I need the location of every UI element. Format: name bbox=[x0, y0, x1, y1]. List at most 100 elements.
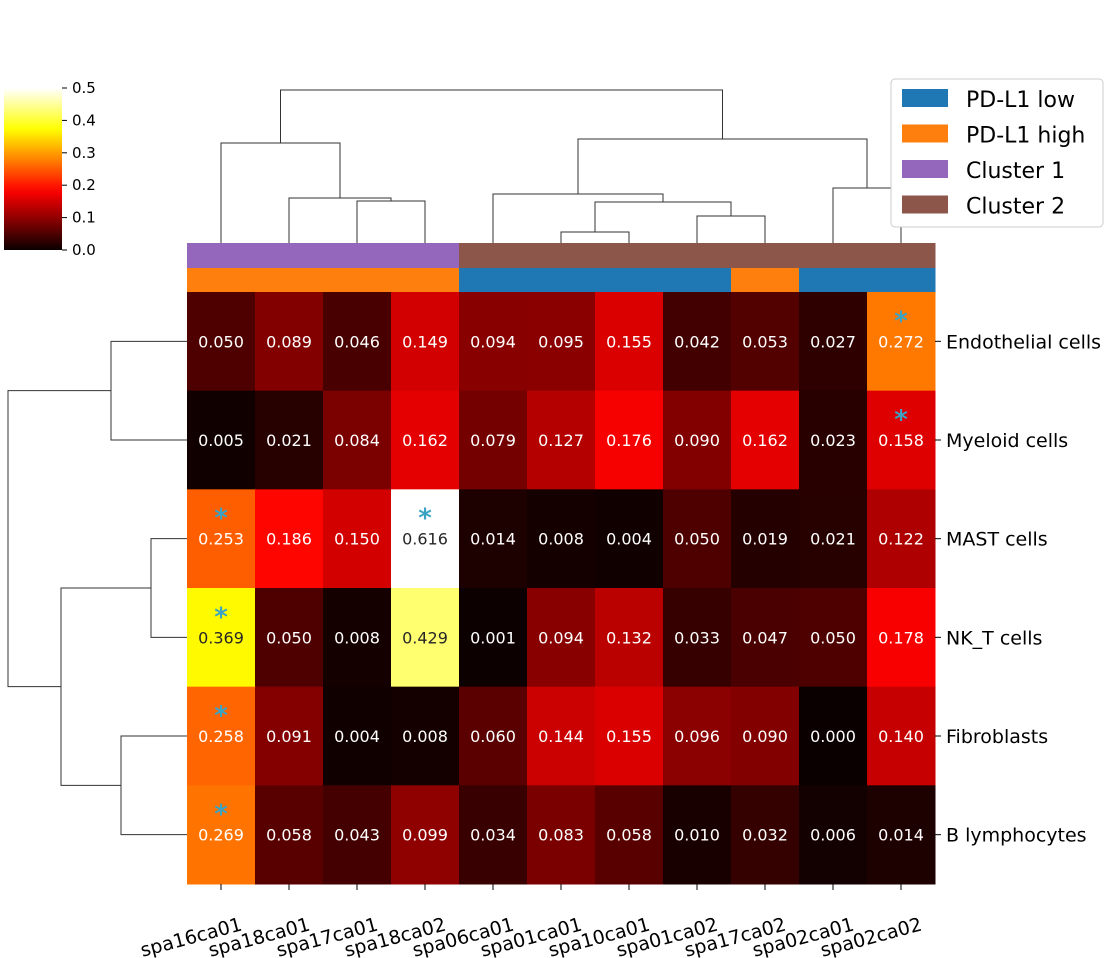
cell-value-label: 0.132 bbox=[606, 628, 652, 647]
cell-value-label: 0.096 bbox=[674, 727, 720, 746]
heatmap-cell bbox=[867, 785, 936, 885]
cell-value-label: 0.162 bbox=[742, 431, 788, 450]
cell-value-label: 0.158 bbox=[878, 431, 924, 450]
pdl1-annotation-cell bbox=[323, 268, 392, 292]
heatmap-grid: 0.050 0.089 0.046 0.149 0.094 0.095 0.155 0.042… bbox=[187, 292, 936, 885]
heatmap-cell bbox=[595, 785, 664, 885]
column-annotation-bars bbox=[187, 243, 936, 292]
cell-value-label: 0.272 bbox=[878, 332, 924, 351]
pdl1-annotation-cell bbox=[867, 268, 936, 292]
cell-value-label: 0.014 bbox=[878, 826, 924, 845]
heatmap-cell bbox=[731, 489, 800, 589]
heatmap-cell bbox=[459, 390, 528, 490]
pdl1-annotation-cell bbox=[527, 268, 596, 292]
heatmap-cell bbox=[187, 686, 256, 786]
significance-marker: * bbox=[894, 306, 908, 336]
cell-value-label: 0.033 bbox=[674, 628, 720, 647]
cell-value-label: 0.150 bbox=[334, 530, 380, 549]
heatmap-cell bbox=[459, 489, 528, 589]
row-dendrogram bbox=[7, 340, 187, 836]
cell-value-label: 0.140 bbox=[878, 727, 924, 746]
cluster-annotation-cell bbox=[595, 243, 664, 268]
heatmap-cell bbox=[595, 292, 664, 392]
cell-value-label: 0.099 bbox=[402, 826, 448, 845]
heatmap-cell bbox=[867, 686, 936, 786]
cell-value-label: 0.122 bbox=[878, 530, 924, 549]
pdl1-annotation-cell bbox=[595, 268, 664, 292]
cell-value-label: 0.090 bbox=[742, 727, 788, 746]
cell-value-label: 0.047 bbox=[742, 628, 788, 647]
cell-value-label: 0.021 bbox=[266, 431, 312, 450]
cell-value-label: 0.155 bbox=[606, 727, 652, 746]
cell-value-label: 0.023 bbox=[810, 431, 856, 450]
heatmap-cell bbox=[867, 390, 936, 490]
heatmap-cell bbox=[663, 489, 732, 589]
cluster-annotation-cell bbox=[255, 243, 324, 268]
heatmap-cell bbox=[187, 785, 256, 885]
heatmap-cell bbox=[799, 489, 868, 589]
heatmap-cell bbox=[187, 292, 256, 392]
heatmap-cell bbox=[867, 489, 936, 589]
cell-value-label: 0.616 bbox=[402, 530, 448, 549]
cluster-annotation-cell bbox=[867, 243, 936, 268]
heatmap-cell bbox=[663, 390, 732, 490]
dendrogram-link bbox=[60, 587, 151, 786]
cell-value-label: 0.084 bbox=[334, 431, 380, 450]
heatmap-cell bbox=[595, 686, 664, 786]
heatmap-cell bbox=[731, 292, 800, 392]
heatmap-cell bbox=[731, 588, 800, 688]
cell-value-label: 0.014 bbox=[470, 530, 516, 549]
heatmap-cell bbox=[255, 489, 324, 589]
cell-value-label: 0.008 bbox=[402, 727, 448, 746]
column-dendrogram bbox=[220, 89, 902, 243]
legend: PD-L1 low PD-L1 high Cluster 1 Cluster 2 bbox=[890, 78, 1104, 228]
cell-value-label: 0.258 bbox=[198, 727, 244, 746]
cell-value-label: 0.269 bbox=[198, 826, 244, 845]
cluster-annotation-cell bbox=[799, 243, 868, 268]
heatmap-cell bbox=[391, 686, 460, 786]
heatmap-cell bbox=[255, 785, 324, 885]
dendrogram-link bbox=[110, 340, 187, 441]
heatmap-cell bbox=[459, 686, 528, 786]
heatmap-cell bbox=[867, 588, 936, 688]
cell-value-label: 0.089 bbox=[266, 332, 312, 351]
cell-value-label: 0.000 bbox=[810, 727, 856, 746]
cell-value-label: 0.042 bbox=[674, 332, 720, 351]
heatmap-cell bbox=[255, 292, 324, 392]
row-label: Myeloid cells bbox=[946, 430, 1068, 452]
heatmap-cell bbox=[323, 390, 392, 490]
cell-value-label: 0.008 bbox=[334, 628, 380, 647]
cluster-annotation-cell bbox=[663, 243, 732, 268]
colorbar: 0.0 0.1 0.2 0.3 0.4 0.5 bbox=[4, 79, 96, 259]
dendrogram-link bbox=[577, 138, 868, 194]
heatmap-cell bbox=[527, 390, 596, 490]
heatmap-cell bbox=[255, 588, 324, 688]
cell-value-label: 0.032 bbox=[742, 826, 788, 845]
cell-value-label: 0.004 bbox=[334, 727, 380, 746]
cell-value-label: 0.005 bbox=[198, 431, 244, 450]
colorbar-tick-label: 0.4 bbox=[72, 111, 96, 129]
pdl1-annotation-cell bbox=[255, 268, 324, 292]
cell-value-label: 0.253 bbox=[198, 530, 244, 549]
dendrogram-link bbox=[7, 390, 111, 688]
dendrogram-link bbox=[594, 201, 732, 232]
heatmap-cell bbox=[187, 390, 256, 490]
pdl1-annotation-cell bbox=[663, 268, 732, 292]
cell-value-label: 0.155 bbox=[606, 332, 652, 351]
heatmap-cell bbox=[323, 588, 392, 688]
cell-value-label: 0.027 bbox=[810, 332, 856, 351]
heatmap-cell bbox=[459, 292, 528, 392]
heatmap-cell bbox=[391, 785, 460, 885]
heatmap-cell bbox=[323, 489, 392, 589]
dendrogram-link bbox=[560, 231, 630, 243]
cell-value-label: 0.050 bbox=[810, 628, 856, 647]
colorbar-tick-label: 0.2 bbox=[72, 176, 96, 194]
cluster-annotation-cell bbox=[187, 243, 256, 268]
cell-value-label: 0.079 bbox=[470, 431, 516, 450]
heatmap-cell bbox=[527, 686, 596, 786]
heatmap-cell bbox=[527, 292, 596, 392]
heatmap-cell bbox=[663, 292, 732, 392]
heatmap-cell bbox=[799, 785, 868, 885]
heatmap-cell bbox=[595, 588, 664, 688]
cell-value-label: 0.178 bbox=[878, 628, 924, 647]
